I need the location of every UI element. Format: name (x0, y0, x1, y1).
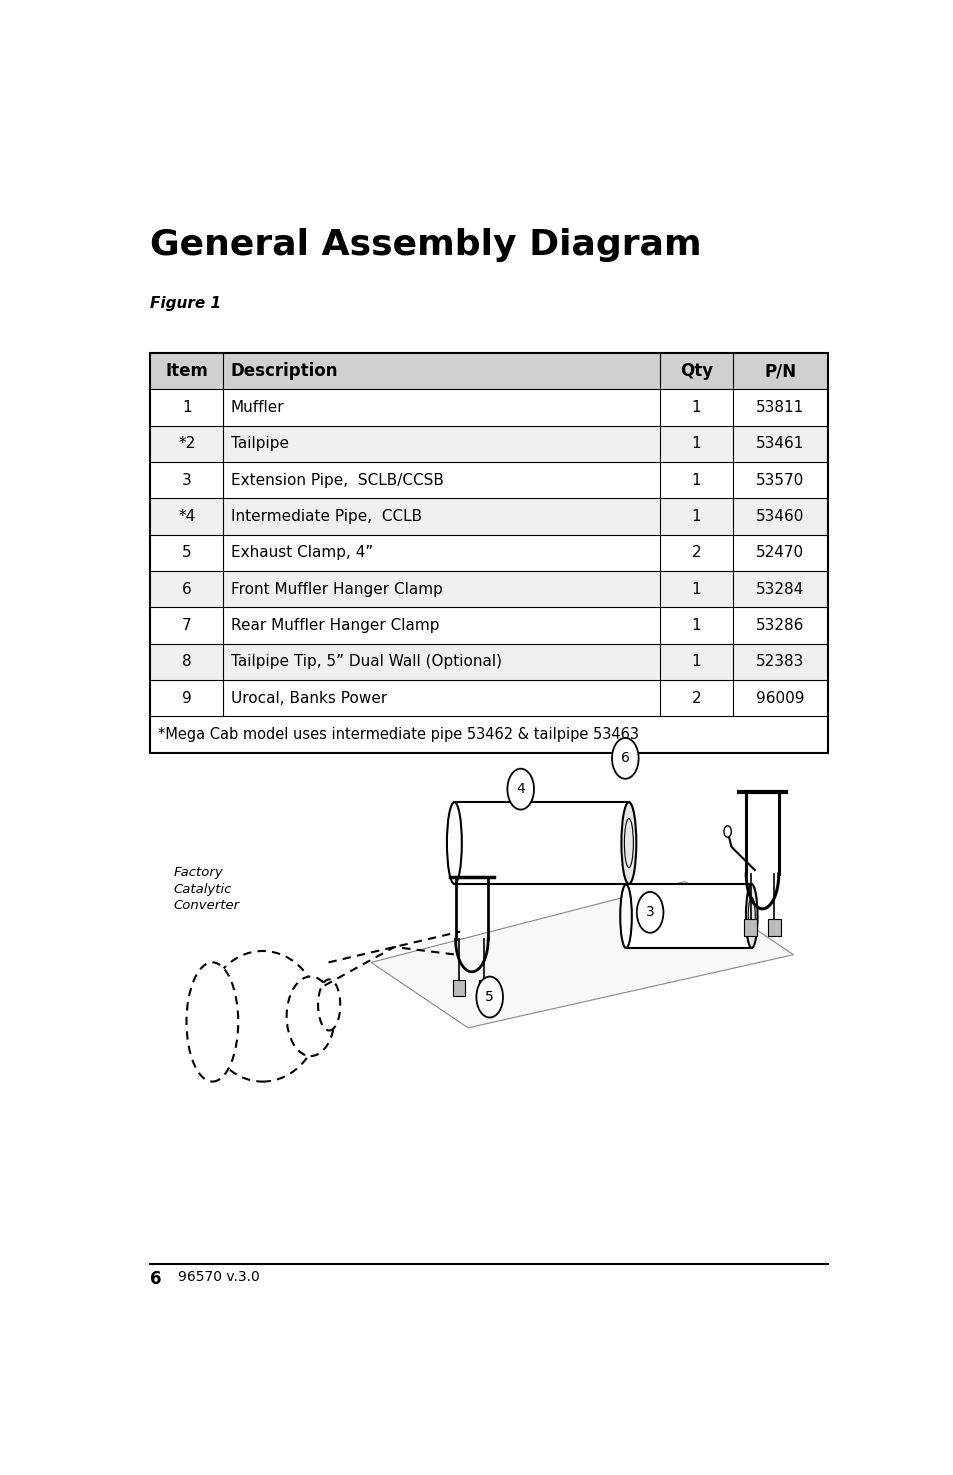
FancyBboxPatch shape (151, 535, 826, 571)
Text: *4: *4 (178, 509, 195, 524)
Text: 8: 8 (182, 655, 192, 670)
Text: 53570: 53570 (756, 473, 803, 488)
Text: 1: 1 (691, 655, 700, 670)
Circle shape (637, 892, 662, 932)
Circle shape (612, 738, 638, 779)
Text: 1: 1 (691, 581, 700, 597)
FancyBboxPatch shape (151, 680, 826, 717)
Text: 53286: 53286 (755, 618, 803, 633)
Text: Description: Description (231, 363, 337, 381)
Circle shape (476, 976, 502, 1018)
Circle shape (723, 826, 731, 838)
FancyBboxPatch shape (151, 717, 826, 752)
Text: 6: 6 (151, 1270, 162, 1288)
Ellipse shape (186, 962, 238, 1081)
Text: 1: 1 (691, 473, 700, 488)
FancyBboxPatch shape (151, 389, 826, 426)
Text: 1: 1 (691, 437, 700, 451)
Text: 1: 1 (691, 400, 700, 414)
Ellipse shape (446, 802, 461, 884)
FancyBboxPatch shape (151, 608, 826, 643)
Text: 6: 6 (182, 581, 192, 597)
Bar (743, 919, 757, 937)
Text: 6: 6 (620, 751, 629, 766)
Bar (478, 981, 490, 996)
Text: 96009: 96009 (755, 690, 803, 707)
FancyBboxPatch shape (151, 462, 826, 499)
Text: Rear Muffler Hanger Clamp: Rear Muffler Hanger Clamp (231, 618, 438, 633)
Text: 5: 5 (485, 990, 494, 1004)
Text: 53284: 53284 (756, 581, 803, 597)
Text: 1: 1 (691, 509, 700, 524)
Text: Figure 1: Figure 1 (151, 296, 221, 311)
Text: General Assembly Diagram: General Assembly Diagram (151, 229, 701, 263)
Ellipse shape (745, 885, 757, 948)
Text: 9: 9 (182, 690, 192, 707)
Polygon shape (625, 885, 751, 948)
Text: Muffler: Muffler (231, 400, 284, 414)
Text: Front Muffler Hanger Clamp: Front Muffler Hanger Clamp (231, 581, 442, 597)
FancyBboxPatch shape (151, 643, 826, 680)
Text: 1: 1 (691, 618, 700, 633)
Ellipse shape (620, 802, 636, 884)
Bar (453, 981, 465, 996)
Ellipse shape (317, 979, 340, 1031)
Text: Factory
Catalytic
Converter: Factory Catalytic Converter (173, 866, 239, 912)
Text: Tailpipe: Tailpipe (231, 437, 288, 451)
Polygon shape (454, 802, 628, 884)
FancyBboxPatch shape (151, 426, 826, 462)
Text: Urocal, Banks Power: Urocal, Banks Power (231, 690, 386, 707)
Ellipse shape (205, 951, 319, 1081)
FancyBboxPatch shape (151, 571, 826, 608)
Text: 53461: 53461 (755, 437, 803, 451)
Text: 3: 3 (182, 473, 192, 488)
Text: Qty: Qty (679, 363, 712, 381)
Bar (767, 919, 781, 937)
Text: *2: *2 (178, 437, 195, 451)
Text: 3: 3 (645, 906, 654, 919)
Text: 2: 2 (691, 690, 700, 707)
Ellipse shape (619, 885, 631, 948)
Text: Extension Pipe,  SCLB/CCSB: Extension Pipe, SCLB/CCSB (231, 473, 443, 488)
Text: Item: Item (165, 363, 208, 381)
Text: 53811: 53811 (756, 400, 803, 414)
Ellipse shape (286, 976, 335, 1056)
Text: 96570 v.3.0: 96570 v.3.0 (178, 1270, 260, 1283)
Text: 7: 7 (182, 618, 192, 633)
FancyBboxPatch shape (151, 499, 826, 535)
Text: Tailpipe Tip, 5” Dual Wall (Optional): Tailpipe Tip, 5” Dual Wall (Optional) (231, 655, 501, 670)
Text: Intermediate Pipe,  CCLB: Intermediate Pipe, CCLB (231, 509, 421, 524)
FancyBboxPatch shape (151, 353, 826, 389)
Text: *Mega Cab model uses intermediate pipe 53462 & tailpipe 53463: *Mega Cab model uses intermediate pipe 5… (157, 727, 638, 742)
Text: 5: 5 (182, 546, 192, 560)
Text: P/N: P/N (763, 363, 796, 381)
Text: 1: 1 (182, 400, 192, 414)
Circle shape (507, 768, 534, 810)
Text: 52470: 52470 (756, 546, 803, 560)
Text: 52383: 52383 (755, 655, 803, 670)
Text: 53460: 53460 (755, 509, 803, 524)
Text: 2: 2 (691, 546, 700, 560)
Polygon shape (371, 882, 793, 1028)
Text: 4: 4 (516, 782, 524, 796)
Text: Exhaust Clamp, 4”: Exhaust Clamp, 4” (231, 546, 373, 560)
